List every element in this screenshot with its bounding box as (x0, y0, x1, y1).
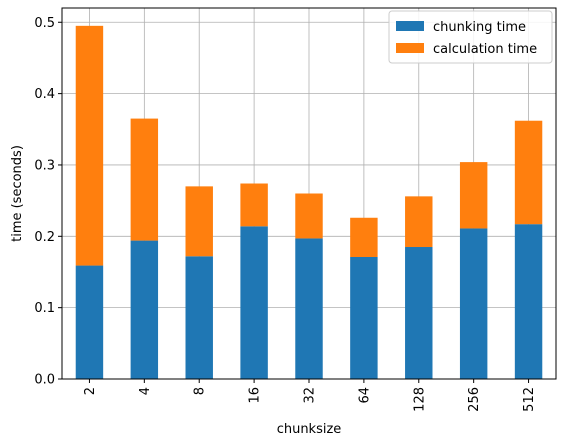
y-axis: 0.0 0.1 0.2 0.3 0.4 0.5 (34, 16, 62, 388)
x-tick-label: 128 (412, 387, 427, 412)
bar-calculation-time (130, 118, 159, 241)
x-tick-label: 2 (83, 387, 98, 395)
bar-chunking-time (295, 238, 323, 379)
legend-label-calculation: calculation time (433, 42, 537, 57)
x-axis-label: chunksize (277, 422, 342, 437)
x-tick-label: 64 (357, 387, 372, 404)
bar-calculation-time (459, 162, 488, 229)
y-tick-label: 0.5 (34, 16, 55, 31)
bar-chunking-time (75, 265, 104, 379)
x-tick-label: 512 (522, 387, 537, 412)
x-tick-label: 256 (467, 387, 482, 412)
bar-calculation-time (350, 217, 378, 257)
x-tick-label: 8 (193, 387, 208, 395)
bar-chunking-time (185, 256, 213, 379)
legend-swatch-chunking (396, 21, 424, 31)
bar-calculation-time (75, 25, 104, 266)
legend-label-chunking: chunking time (433, 20, 526, 35)
y-tick-label: 0.3 (34, 158, 55, 173)
y-tick-label: 0.2 (34, 230, 55, 245)
bar-chunking-time (240, 226, 268, 379)
bar-calculation-time (514, 120, 543, 225)
bar-calculation-time (405, 196, 433, 248)
legend-swatch-calculation (396, 43, 424, 53)
legend-box (388, 10, 553, 64)
legend: chunking time calculation time (388, 10, 553, 64)
bars (75, 25, 543, 379)
bar-calculation-time (295, 193, 323, 239)
bar-chunking-time (514, 224, 543, 379)
bar-chunking-time (459, 228, 488, 379)
y-axis-label: time (seconds) (10, 145, 25, 242)
x-axis: 2 4 8 16 32 64 128 256 512 (83, 379, 537, 412)
y-tick-label: 0.4 (34, 87, 55, 102)
x-tick-label: 16 (248, 387, 263, 404)
bar-calculation-time (185, 186, 213, 257)
bar-chunking-time (405, 247, 433, 379)
y-tick-label: 0.0 (34, 373, 55, 388)
x-tick-label: 32 (303, 387, 318, 404)
bar-calculation-time (240, 183, 268, 227)
bar-chunking-time (130, 240, 159, 379)
y-tick-label: 0.1 (34, 301, 55, 316)
bar-chunking-time (350, 256, 378, 379)
x-tick-label: 4 (138, 387, 153, 395)
